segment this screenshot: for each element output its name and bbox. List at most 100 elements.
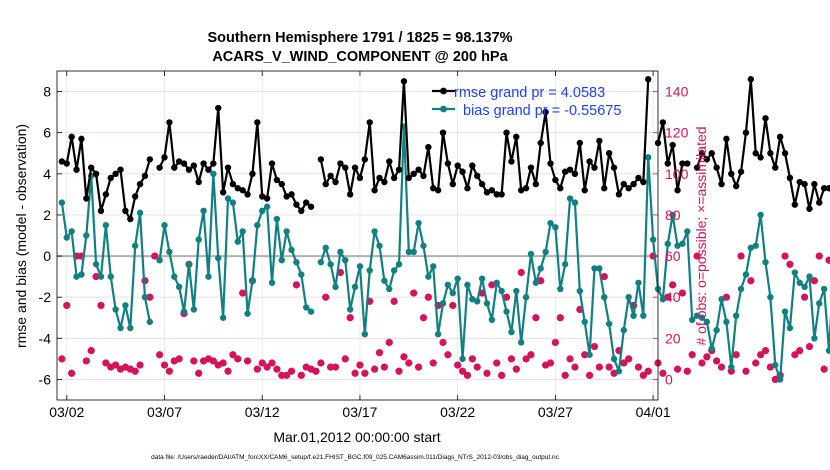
bias-point [141,293,149,301]
rmse-point [459,168,466,175]
obs-assimilated-point [454,361,462,369]
y-right-tick-label: 20 [665,330,681,346]
rmse-point [263,195,271,202]
obs-assimilated-point [346,314,354,322]
obs-assimilated-point [376,349,383,357]
obs-assimilated-point [395,367,403,375]
bias-point [420,242,427,249]
bias-point [474,298,481,305]
rmse-point [434,187,442,194]
bias-point [249,277,256,284]
obs-assimilated-point [332,363,339,371]
obs-assimilated-point [273,365,281,373]
obs-assimilated-point [483,369,491,377]
obs-assimilated-point [351,369,359,377]
rmse-point [439,129,447,136]
y-right-tick-label: 100 [665,166,689,182]
bias-point [527,250,535,258]
bias-point [517,339,525,346]
obs-assimilated-point [517,269,525,276]
bias-point [356,263,364,270]
bias-point [171,273,178,280]
bias-point [117,324,124,332]
bias-point [298,271,305,278]
bias-point [381,277,388,284]
rmse-point [390,174,398,182]
bias-point [273,215,281,223]
obs-assimilated-point [581,351,589,359]
chart-title-line2: ACARS_V_WIND_COMPONENT @ 200 hPa [212,49,508,65]
obs-assimilated-point [415,363,422,371]
rmse-point [488,187,496,194]
bias-point [293,259,300,266]
x-axis-label: Mar.01,2012 00:00:00 start [273,429,440,445]
rmse-point [219,189,227,196]
rmse-point [58,158,66,165]
rmse-point [698,150,706,157]
obs-assimilated-point [742,367,750,375]
obs-assimilated-point [78,252,85,260]
obs-assimilated-point [122,363,129,371]
rmse-point [73,166,80,173]
obs-assimilated-point [244,357,251,365]
bias-point [552,224,559,231]
rmse-point [293,201,300,208]
obs-assimilated-point [508,355,515,363]
bias-point [366,267,373,274]
bias-point [776,376,784,383]
bias-point [503,308,510,315]
rmse-point [68,133,75,140]
obs-assimilated-point [473,363,481,371]
obs-assimilated-point [791,351,799,359]
x-tick-label: 03/02 [49,404,84,420]
obs-assimilated-point [405,359,413,367]
x-tick-label: 03/07 [147,404,182,420]
y-left-tick-label: 6 [43,125,51,141]
y-left-tick-label: -4 [39,330,52,346]
rmse-point [561,168,569,175]
rmse-point [425,143,432,151]
rmse-point [234,185,241,192]
bias-point [737,285,745,293]
bias-point [263,203,271,210]
obs-assimilated-point [263,363,271,371]
obs-assimilated-point [674,365,681,373]
bias-point [791,269,799,276]
obs-assimilated-point [659,369,667,377]
obs-assimilated-point [566,355,574,363]
bias-point [703,318,711,326]
rmse-point [322,180,329,188]
rmse-point [542,108,549,116]
rmse-point [195,178,202,186]
rmse-line-segment [696,78,830,210]
bias-point [679,240,686,247]
bias-point [532,279,540,286]
obs-assimilated-point [815,252,823,260]
obs-assimilated-point [537,277,545,285]
bias-point [332,283,339,291]
bias-point [83,232,90,239]
obs-assimilated-point [493,359,501,367]
obs-assimilated-point [400,353,408,361]
rmse-point [415,166,422,173]
rmse-point [659,119,667,126]
rmse-point [224,164,232,171]
bias-point [571,199,579,206]
rmse-point [513,133,520,140]
bias-point [478,275,486,282]
obs-assimilated-point [639,371,647,379]
obs-assimilated-point [615,347,623,355]
obs-assimilated-point [317,359,325,367]
chart-title-line1: Southern Hemisphere 1791 / 1825 = 98.137… [207,30,512,46]
bias-point [825,347,830,354]
bias-point [107,273,114,280]
obs-assimilated-point [464,371,471,379]
obs-assimilated-point [488,281,496,289]
obs-assimilated-point [664,293,672,301]
bias-point [112,306,119,313]
bias-point [136,209,144,217]
rmse-series [58,76,830,223]
obs-assimilated-point [146,293,154,301]
obs-assimilated-point [542,361,550,369]
